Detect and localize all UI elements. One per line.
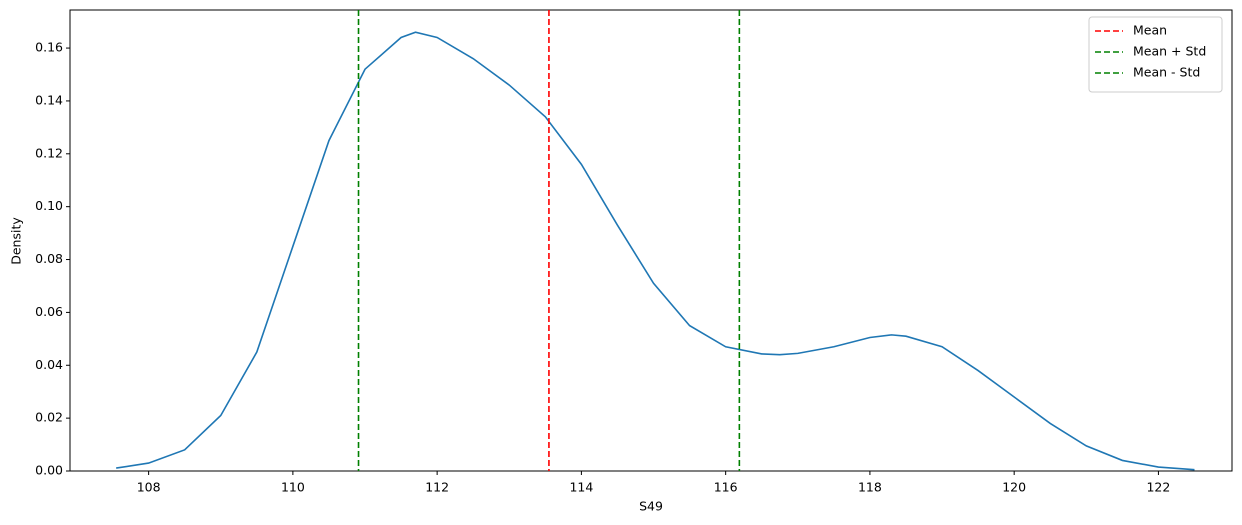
y-tick-label: 0.08 [35,251,63,266]
y-tick-label: 0.12 [35,145,63,160]
legend-label: Mean - Std [1133,65,1200,80]
y-tick-label: 0.02 [35,410,63,425]
legend-label: Mean + Std [1133,44,1206,59]
x-tick-label: 112 [425,480,449,495]
x-tick-label: 108 [137,480,161,495]
x-tick-label: 110 [281,480,305,495]
y-tick-label: 0.10 [35,198,63,213]
x-tick-label: 114 [569,480,593,495]
x-tick-label: 118 [858,480,882,495]
y-tick-label: 0.04 [35,357,63,372]
x-tick-label: 122 [1146,480,1170,495]
x-tick-label: 116 [714,480,738,495]
y-tick-label: 0.00 [35,463,63,478]
x-tick-label: 120 [1002,480,1026,495]
legend-label: Mean [1133,23,1167,38]
y-tick-label: 0.14 [35,92,63,107]
density-line [116,31,1195,471]
y-tick-label: 0.16 [35,40,63,55]
y-axis-label: Density [9,217,24,265]
x-axis-label: S49 [639,499,663,514]
y-tick-label: 0.06 [35,304,63,319]
plot-frame [69,9,1233,472]
